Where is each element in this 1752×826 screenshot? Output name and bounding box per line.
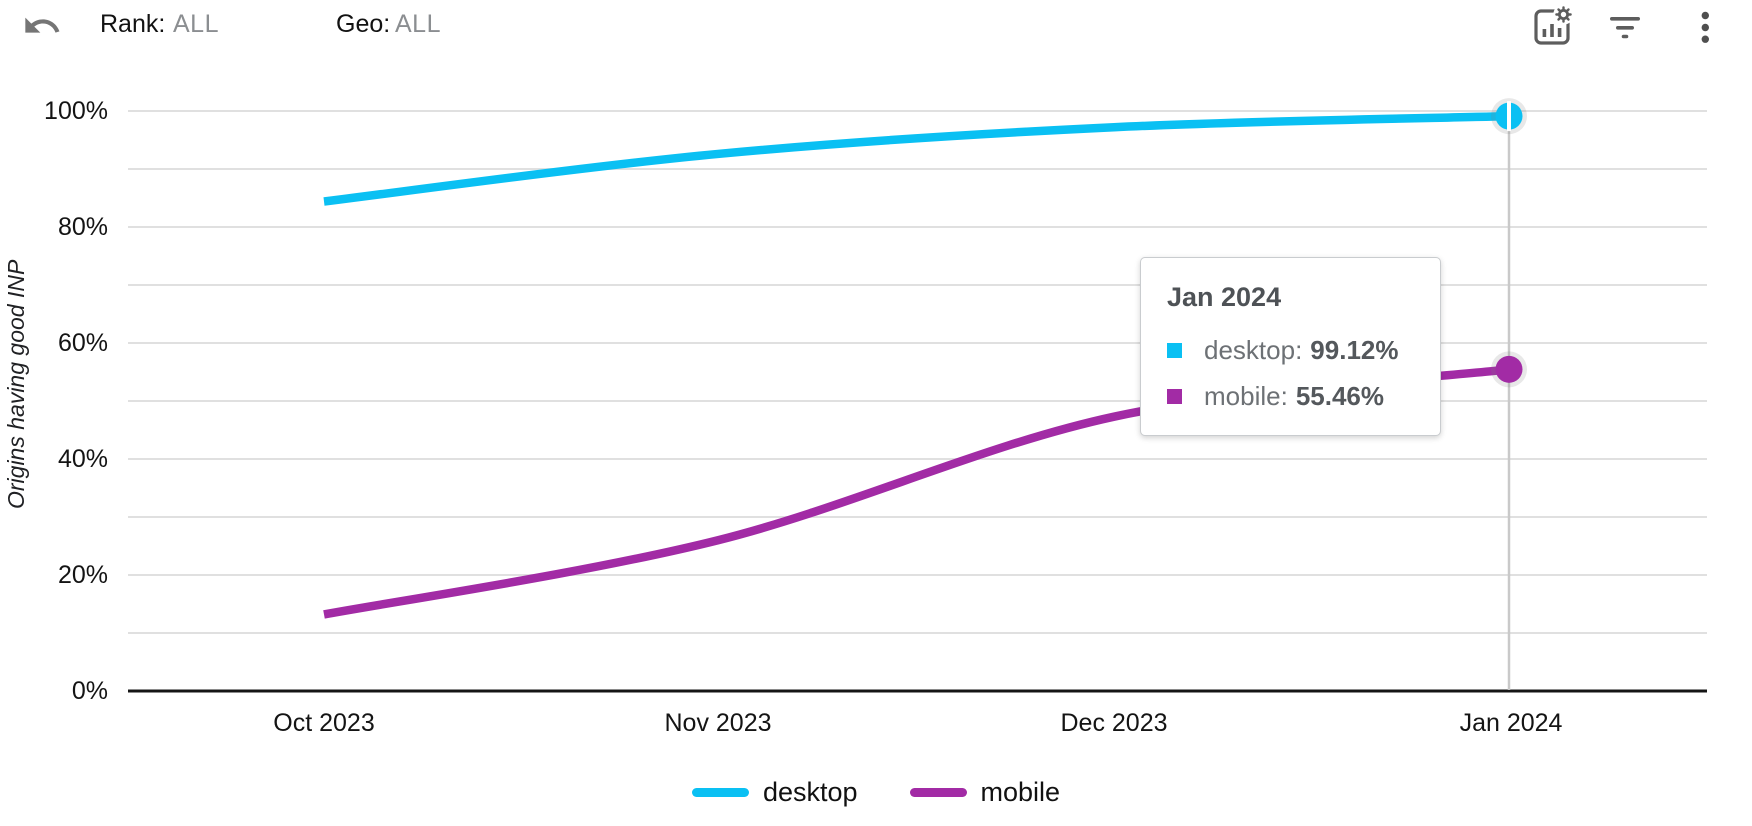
rank-value[interactable]: ALL [173,10,219,38]
series-line-desktop[interactable] [323,111,1510,206]
tooltip-swatch-desktop [1167,342,1182,358]
chart-settings-icon [1534,4,1574,45]
tooltip-label-desktop: desktop: [1204,334,1303,365]
legend-swatch-desktop [691,787,749,797]
y-tick-label: 40% [57,445,108,473]
undo-icon [25,17,60,33]
chart-settings-button[interactable] [1528,0,1576,48]
more-vert-icon [1701,11,1709,43]
tooltip-row-desktop: desktop: 99.12% [1167,335,1414,365]
x-tick-label: Nov 2023 [664,709,772,737]
legend: desktop mobile [0,770,1752,814]
legend-swatch-mobile [909,787,967,797]
filter-button[interactable] [1601,2,1649,50]
tooltip-label-mobile: mobile: [1204,380,1288,411]
tooltip-value-desktop: 99.12% [1310,334,1399,365]
y-tick-label: 60% [57,329,108,357]
x-tick-label: Dec 2023 [1060,709,1168,737]
more-options-button[interactable] [1681,2,1729,50]
y-tick-label: 80% [57,213,108,241]
tooltip-swatch-mobile [1167,388,1182,404]
rank-label: Rank: [100,10,166,38]
tooltip-value-mobile: 55.46% [1295,380,1385,411]
marker-mobile[interactable] [1495,355,1523,383]
toolbar: Rank: ALL Geo: ALL [0,0,1752,52]
filter-icon [1610,17,1640,39]
tooltip: Jan 2024 desktop: 99.12% mobile: 55.46% [1140,257,1441,436]
geo-value[interactable]: ALL [395,10,441,38]
y-tick-label: 0% [71,677,108,705]
undo-button[interactable] [22,2,70,50]
tooltip-title: Jan 2024 [1167,282,1282,312]
geo-label: Geo: [336,10,391,38]
legend-label-mobile: mobile [980,776,1061,807]
legend-item-desktop[interactable]: desktop [691,776,858,808]
legend-label-desktop: desktop [762,776,858,807]
x-tick-label: Jan 2024 [1459,709,1563,737]
legend-item-mobile[interactable]: mobile [909,776,1061,808]
tooltip-row-mobile: mobile: 55.46% [1167,381,1414,411]
y-tick-label: 20% [57,561,108,589]
y-tick-label: 100% [44,97,108,125]
x-tick-label: Oct 2023 [273,709,375,737]
